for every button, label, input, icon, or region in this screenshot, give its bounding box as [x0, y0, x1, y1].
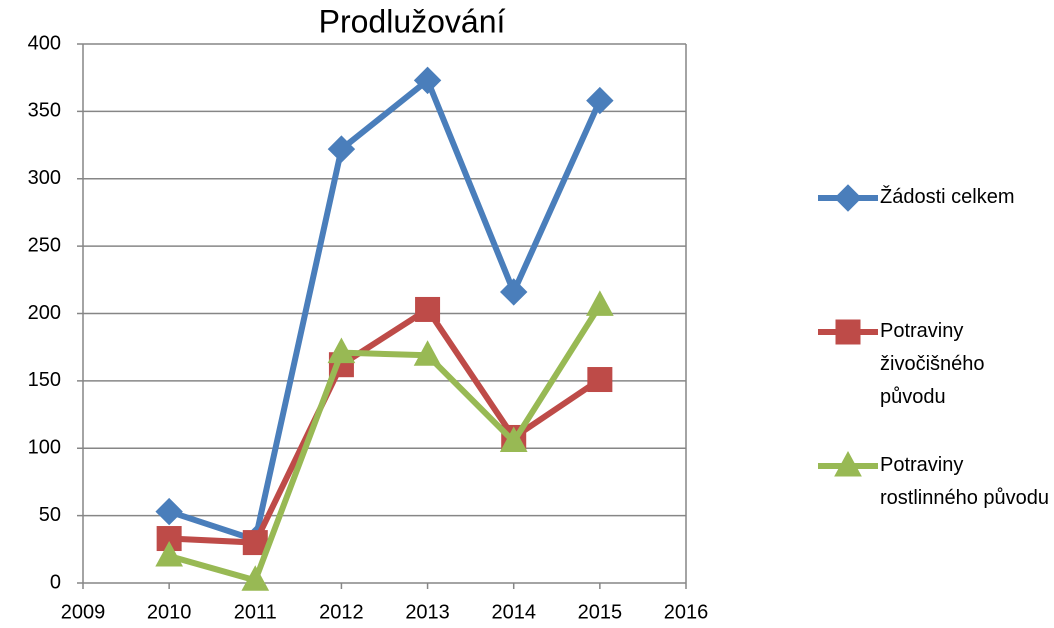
x-tick-label: 2012: [319, 601, 364, 623]
y-tick-label: 400: [28, 32, 61, 54]
x-tick-label: 2016: [664, 601, 709, 623]
y-tick-label: 100: [28, 437, 61, 459]
series-line: [168, 77, 603, 543]
y-tick-label: 300: [28, 167, 61, 189]
marker: [413, 340, 442, 366]
series-line: [169, 306, 602, 546]
marker: [834, 184, 862, 212]
y-tick-label: 50: [39, 504, 61, 526]
y-tick-label: 200: [28, 302, 61, 324]
marker: [586, 290, 614, 316]
y-tick-label: 350: [28, 100, 61, 122]
marker: [499, 426, 528, 453]
y-tick-label: 0: [50, 571, 61, 593]
legend-label: Potraviny živočišného původu: [880, 320, 985, 408]
chart-title: Prodlužování: [319, 3, 506, 39]
marker: [500, 278, 528, 306]
y-tick-label: 150: [28, 369, 61, 391]
x-tick-label: 2013: [405, 601, 450, 623]
y-tick-label: 250: [28, 234, 61, 256]
marker: [241, 565, 270, 591]
x-tick-label: 2014: [491, 601, 536, 623]
marker: [834, 450, 862, 477]
series-line: [168, 303, 603, 584]
x-tick-label: 2010: [147, 601, 192, 623]
marker: [155, 541, 183, 567]
x-tick-label: 2015: [578, 601, 623, 623]
x-tick-label: 2009: [61, 601, 106, 623]
marker: [155, 497, 183, 526]
marker: [327, 337, 356, 364]
marker: [587, 367, 613, 393]
legend-label: Žádosti celkem: [880, 185, 1015, 208]
marker: [327, 135, 356, 163]
marker: [413, 66, 442, 95]
marker: [586, 86, 614, 115]
marker: [835, 319, 861, 345]
marker: [415, 296, 441, 322]
x-tick-label: 2011: [234, 601, 277, 623]
legend-label: Potraviny rostlinného původu: [880, 454, 1049, 509]
